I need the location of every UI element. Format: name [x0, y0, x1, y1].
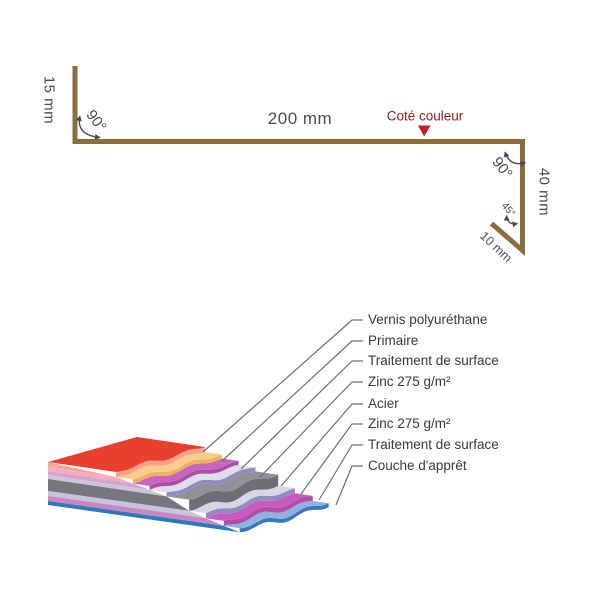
stack-layer	[116, 447, 205, 477]
stack-layer	[189, 474, 279, 511]
stack-layer	[48, 437, 205, 472]
layer-stack	[48, 437, 329, 533]
stack-layer	[223, 495, 313, 526]
stack-layer	[206, 488, 295, 519]
stack-layer	[48, 467, 133, 484]
stack-layer	[149, 460, 239, 490]
leader-line	[240, 360, 363, 470]
layer-label: Couche d'apprêt	[368, 458, 467, 473]
layer-label: Traitement de surface	[368, 437, 499, 452]
leader-line	[280, 403, 363, 487]
stack-layer	[132, 454, 222, 484]
angle-arrow-fold	[503, 215, 518, 228]
leader-line	[300, 423, 363, 495]
stack-layer	[166, 467, 256, 497]
leader-line	[335, 465, 363, 506]
leader-line	[221, 340, 363, 462]
dim-left-label: 15 mm	[40, 75, 58, 125]
stack-layer	[48, 471, 150, 490]
layer-label: Traitement de surface	[368, 353, 499, 368]
stack-layer	[116, 452, 222, 480]
stack-layer	[239, 503, 329, 533]
stack-layer	[48, 491, 206, 519]
layer-label: Zinc 275 g/m²	[368, 416, 451, 431]
leader-lines	[202, 319, 363, 506]
layer-label: Vernis polyuréthane	[368, 312, 488, 327]
stack-layer	[206, 493, 313, 521]
stack-layer	[223, 500, 329, 529]
stack-layer	[48, 496, 224, 526]
layer-label: Zinc 275 g/m²	[368, 374, 451, 389]
dim-top-label: 200 mm	[267, 109, 333, 128]
leader-line	[259, 381, 363, 478]
leader-line	[318, 444, 363, 501]
leader-line	[202, 319, 363, 453]
stack-layer	[48, 501, 240, 533]
stack-layer	[189, 485, 295, 514]
layer-label: Acier	[368, 396, 399, 411]
layer-label: Primaire	[368, 333, 419, 348]
stack-layer	[48, 475, 167, 497]
angle-arrow-right	[503, 151, 526, 167]
dim-right-label: 40 mm	[535, 167, 553, 217]
stack-layer	[149, 464, 256, 493]
stack-layer	[48, 479, 190, 511]
color-side-marker-icon	[418, 125, 431, 137]
color-side-label: Coté couleur	[386, 108, 464, 124]
stack-layer	[166, 471, 279, 500]
profile-outline	[72, 66, 525, 256]
stack-layer	[132, 458, 239, 486]
angle-arrow-left	[75, 115, 101, 140]
stack-layer	[48, 462, 116, 477]
